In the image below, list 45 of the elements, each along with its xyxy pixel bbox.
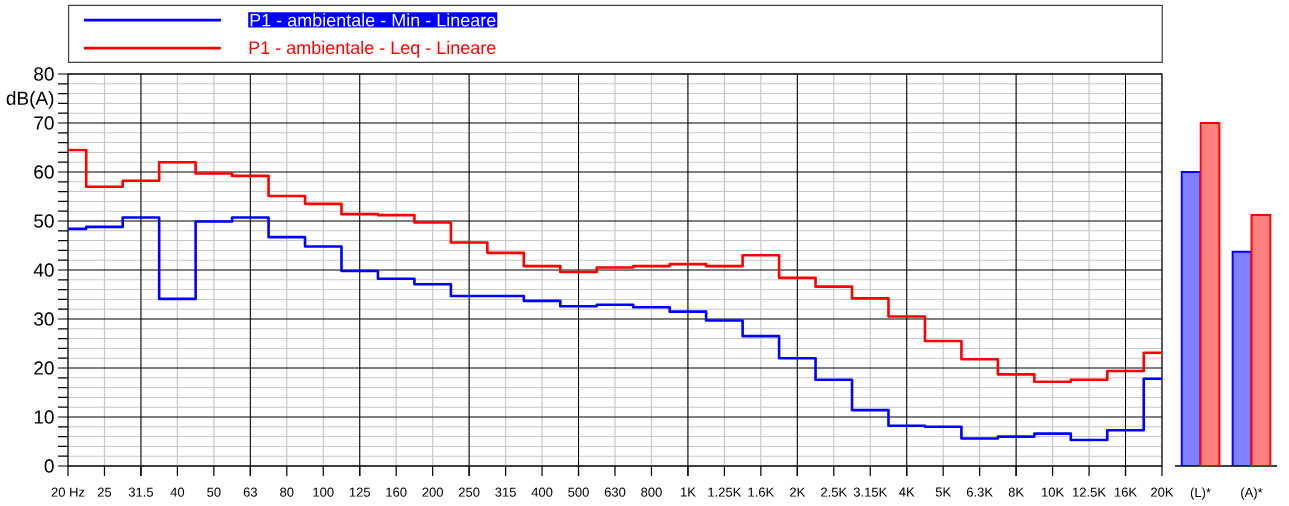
x-tick-label: (L)* [1190,487,1211,500]
text: P1 - ambientale - Min - Lineare [250,13,496,27]
x-tick-label: 31.5 [128,487,154,497]
x-tick-label: 2K [790,487,806,497]
y-tick-label: 10 [34,410,54,424]
x-tick-label: 5K [935,487,951,497]
y-tick-label: 40 [33,263,54,277]
y-tick-label: 20 [34,361,54,375]
x-tick-label: (A)* [1241,487,1263,500]
x-tick-label: 400 [531,487,553,497]
text: P1 - ambientale - Leq - Lineare [249,40,496,58]
y-tick-label: 0 [44,459,54,473]
x-tick-label: 1K [680,487,696,497]
x-tick-label: 20 Hz [51,487,85,497]
y-tick-label: 30 [34,312,54,326]
x-tick-label: 1.25K [708,487,742,497]
y-tick-label: 70 [34,116,54,130]
x-tick-label: 80 [280,487,294,497]
x-tick-label: 200 [422,487,443,497]
x-tick-label: 25 [97,487,112,497]
x-tick-label: 100 [313,487,334,497]
x-tick-label: 4K [899,487,915,497]
y-axis-title: dB(A) [6,91,54,109]
x-tick-label: 50 [207,487,221,497]
x-tick-label: 160 [386,487,407,497]
x-tick-label: 2.5K [821,487,848,497]
x-tick-label: 315 [495,487,516,497]
y-tick-label: 60 [34,165,54,179]
x-tick-label: 6.3K [966,487,993,497]
x-tick-label: 630 [604,487,626,497]
x-tick-label: 250 [458,487,480,497]
x-tick-label: 3.15K [853,487,888,497]
x-tick-label: 500 [568,487,589,497]
x-tick-label: 20K [1151,487,1174,497]
x-tick-label: 10K [1042,487,1064,497]
x-tick-label: 16K [1114,487,1137,497]
y-tick-label: 80 [34,67,54,81]
x-tick-label: 63 [243,487,257,497]
x-tick-label: 800 [641,487,662,497]
x-tick-label: 40 [170,487,185,497]
x-tick-label: 1.6K [748,487,775,497]
x-tick-label: 125 [349,487,371,497]
y-tick-label: 50 [34,214,54,228]
x-tick-label: 8K [1008,487,1024,497]
x-tick-label: 12.5K [1073,487,1106,497]
